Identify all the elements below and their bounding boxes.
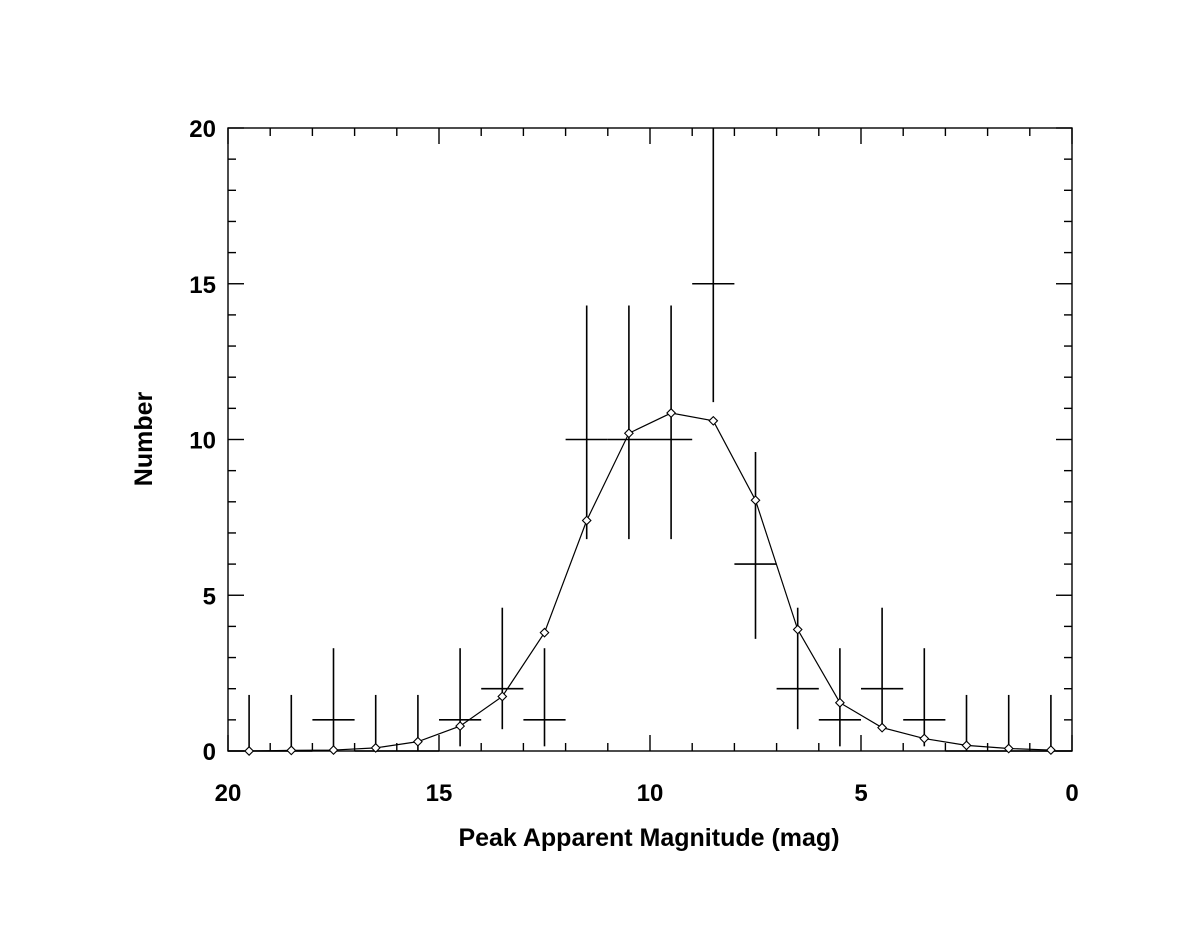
model-diamond-marker	[750, 495, 761, 506]
model-diamond-marker	[455, 721, 466, 732]
bin-marker	[818, 648, 861, 747]
model-diamond-marker	[412, 736, 423, 747]
bin-marker	[354, 694, 397, 752]
model-diamond-marker	[328, 745, 339, 756]
model-diamond-marker	[1003, 743, 1014, 754]
model-diamond-marker	[623, 428, 634, 439]
bin-marker	[270, 694, 313, 752]
bin-marker	[861, 607, 904, 730]
bin-marker	[692, 128, 735, 403]
x-tick-label: 5	[854, 780, 867, 807]
axis-ticks	[227, 127, 1073, 752]
model-diamond-marker	[370, 742, 381, 753]
bin-marker	[987, 694, 1030, 752]
model-diamond-marker	[286, 745, 297, 756]
bin-marker	[228, 694, 271, 752]
bin-marker	[481, 607, 524, 730]
y-tick-label: 10	[189, 428, 216, 455]
bin-marker	[734, 451, 777, 639]
x-tick-label: 10	[637, 780, 664, 807]
model-diamond-marker	[919, 733, 930, 744]
model-curve-line	[249, 412, 1051, 752]
model-diamond-marker	[666, 408, 677, 419]
model-diamond-marker	[539, 627, 550, 638]
bin-marker	[650, 305, 693, 540]
bin-marker	[565, 305, 608, 540]
bin-marker	[312, 648, 355, 751]
bin-marker	[903, 648, 946, 747]
x-tick-label: 15	[426, 780, 453, 807]
model-diamond-marker	[708, 415, 719, 426]
model-diamond-marker	[1045, 745, 1056, 756]
x-tick-label: 20	[215, 780, 242, 807]
y-tick-label: 15	[189, 272, 216, 299]
bin-marker	[523, 648, 566, 747]
model-diamond-marker	[792, 624, 803, 635]
model-diamond-marker	[497, 691, 508, 702]
model-diamond-marker	[961, 740, 972, 751]
bin-marker	[607, 305, 650, 540]
y-tick-label: 0	[203, 739, 216, 766]
model-diamond-marker	[581, 515, 592, 526]
model-diamond-marker	[244, 746, 255, 756]
tick-labels: 20 15 10 5 0 0 5 10 15 20	[189, 116, 1078, 807]
y-tick-label: 5	[203, 583, 216, 610]
x-axis-title: Peak Apparent Magnitude (mag)	[458, 824, 839, 852]
model-diamond-marker	[877, 722, 888, 733]
model-diamond-marker	[834, 697, 845, 708]
error-bars	[228, 128, 1072, 752]
y-axis-title: Number	[130, 392, 158, 487]
x-tick-label: 0	[1065, 780, 1078, 807]
y-tick-label: 20	[189, 116, 216, 143]
model-curve	[244, 408, 1056, 756]
bin-marker	[1029, 694, 1072, 752]
